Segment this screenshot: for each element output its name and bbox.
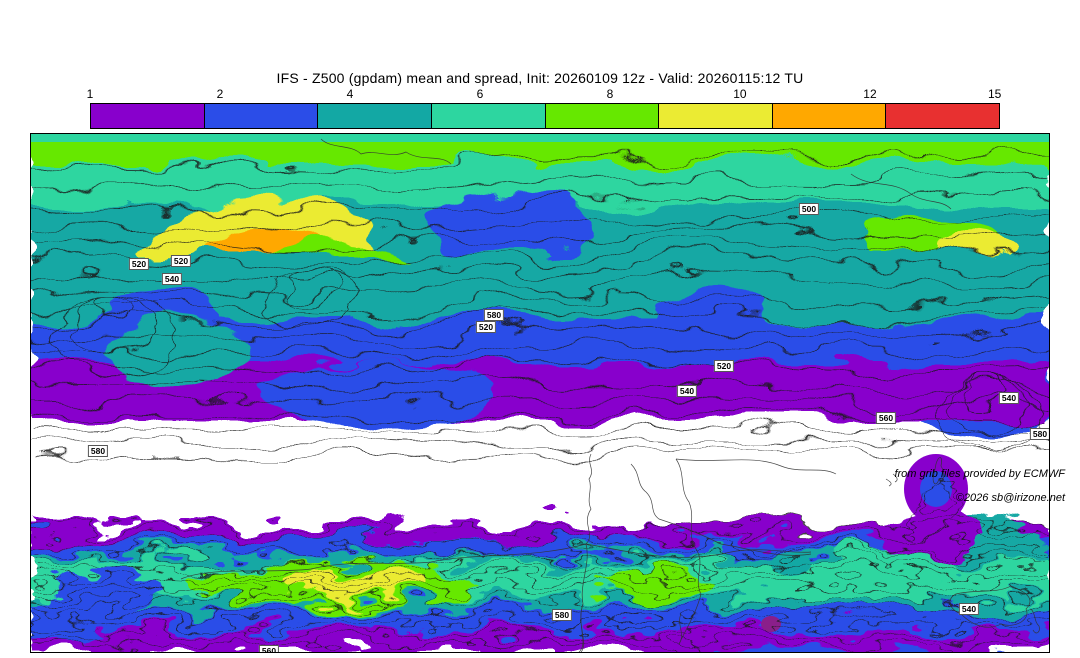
contour-value-tag: 520 <box>171 255 191 267</box>
colorbar-segment-1 <box>91 104 205 128</box>
tick-label: 6 <box>477 87 484 101</box>
map-canvas[interactable]: 520 500 520 540 580 520 540 520 560 540 580 580 580 5… <box>30 133 1050 653</box>
colorbar-ticks: 1 2 4 6 8 10 12 15 20 <box>90 87 1000 101</box>
colorbar-segment-6 <box>659 104 773 128</box>
tick-label: 1 <box>87 87 94 101</box>
contour-value-tag: 540 <box>162 273 182 285</box>
contour-value-tag: 540 <box>959 603 979 615</box>
tick-label: 8 <box>607 87 614 101</box>
colorbar-segment-3 <box>318 104 432 128</box>
contour-value-tag: 520 <box>129 258 149 270</box>
tick-label: 2 <box>217 87 224 101</box>
tick-label: 4 <box>347 87 354 101</box>
contour-value-tag: 580 <box>1030 428 1050 440</box>
tick-label: 10 <box>733 87 746 101</box>
contour-value-tag: 580 <box>552 609 572 621</box>
contour-value-tag: 580 <box>88 445 108 457</box>
contour-value-tag: 520 <box>714 360 734 372</box>
chart-title: IFS - Z500 (gpdam) mean and spread, Init… <box>0 70 1080 86</box>
colorbar-container: 1 2 4 6 8 10 12 15 20 <box>90 87 1000 129</box>
contour-svg <box>31 134 1050 653</box>
tick-label: 15 <box>988 87 1001 101</box>
colorbar-segment-2 <box>205 104 319 128</box>
contour-value-tag: 580 <box>484 309 504 321</box>
contour-value-tag: 560 <box>259 645 279 653</box>
weather-map-app: IFS - Z500 (gpdam) mean and spread, Init… <box>0 0 1080 658</box>
colorbar-segment-7 <box>773 104 887 128</box>
contour-value-tag: 540 <box>999 392 1019 404</box>
contour-value-tag: 500 <box>799 203 819 215</box>
contour-value-tag: 520 <box>476 321 496 333</box>
contour-value-tag: 560 <box>876 412 896 424</box>
colorbar-gradient[interactable] <box>90 103 1000 129</box>
colorbar-segment-8 <box>886 104 999 128</box>
credit-line-2: ©2026 sb@irizone.net <box>956 492 1065 504</box>
colorbar-segment-4 <box>432 104 546 128</box>
credit-line-1: from grib files provided by ECMWF <box>894 468 1065 480</box>
tick-label: 12 <box>863 87 876 101</box>
colorbar-segment-5 <box>546 104 660 128</box>
contour-value-tag: 540 <box>677 385 697 397</box>
